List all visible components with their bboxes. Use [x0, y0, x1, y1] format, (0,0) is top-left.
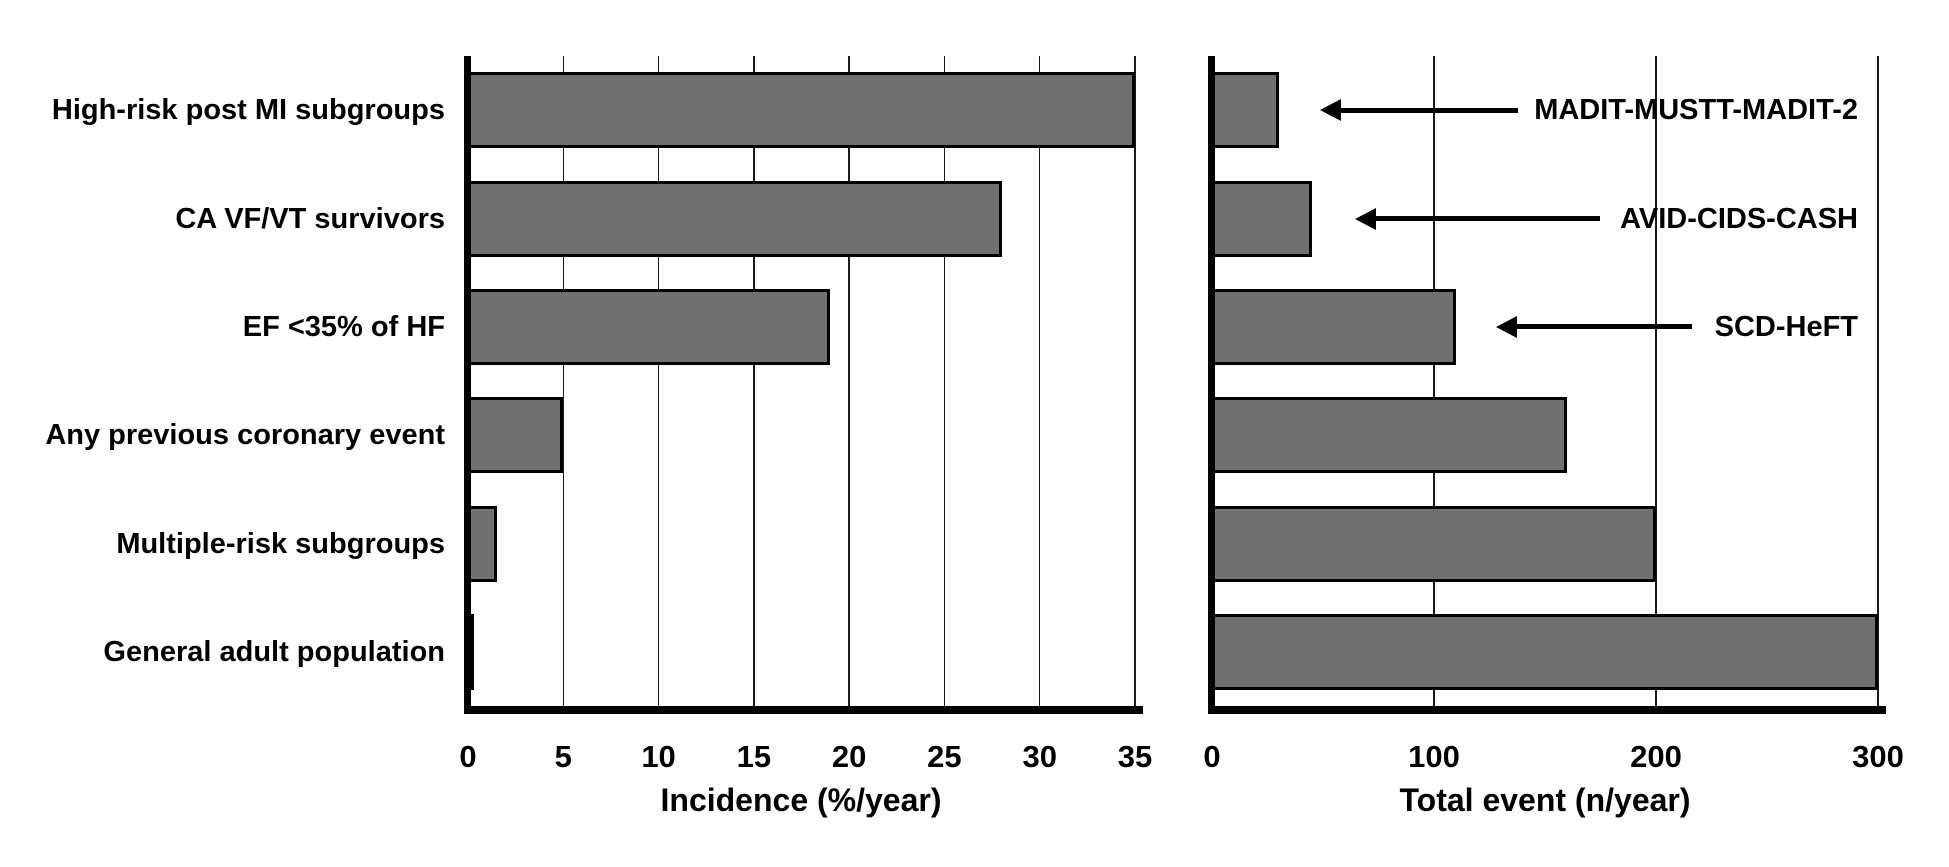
bar — [1212, 613, 1878, 690]
y-axis — [1208, 56, 1215, 714]
gridline — [562, 56, 565, 706]
arrow-shaft — [1514, 324, 1692, 330]
category-label: Any previous coronary event — [45, 419, 445, 452]
bar — [1212, 72, 1279, 149]
x-axis-title-incidence: Incidence (%/year) — [660, 782, 942, 818]
total-event-chart-plot — [1212, 56, 1879, 706]
tick-label: 35 — [1117, 739, 1153, 774]
gridline — [1134, 56, 1136, 706]
arrow-shaft — [1338, 107, 1518, 113]
incidence-chart-plot — [468, 56, 1136, 706]
gridline — [1877, 56, 1879, 706]
category-label: CA VF/VT survivors — [175, 202, 445, 235]
gridline — [1038, 56, 1041, 706]
gridline — [657, 56, 660, 706]
bar — [1212, 180, 1312, 257]
left-arrow-icon — [1496, 315, 1517, 338]
tick-label: 100 — [1408, 739, 1460, 774]
bar — [1212, 505, 1656, 582]
tick-label: 0 — [1203, 739, 1221, 774]
left-arrow-icon — [1355, 207, 1376, 230]
category-label: High-risk post MI subgroups — [51, 94, 445, 127]
gridline — [1655, 56, 1657, 706]
gridline — [753, 56, 755, 706]
bar — [468, 72, 1135, 149]
tick-label: 10 — [641, 739, 676, 774]
category-label: EF <35% of HF — [242, 310, 445, 343]
x-axis-title-total-event: Total event (n/year) — [1399, 782, 1691, 818]
tick-label: 15 — [736, 739, 772, 774]
x-axis — [464, 706, 1143, 714]
category-label: General adult population — [103, 635, 445, 668]
gridline — [1433, 56, 1435, 706]
x-axis — [1208, 706, 1886, 714]
bar — [468, 505, 497, 582]
left-arrow-icon — [1320, 99, 1341, 122]
annotation-label: MADIT-MUSTT-MADIT-2 — [1534, 94, 1858, 127]
annotation-label: AVID-CIDS-CASH — [1620, 202, 1858, 235]
gridline — [848, 56, 850, 706]
bar — [468, 180, 1002, 257]
bar — [468, 288, 831, 365]
bar — [468, 397, 564, 474]
tick-label: 20 — [831, 739, 867, 774]
tick-label: 5 — [554, 739, 572, 774]
bar — [1212, 397, 1568, 474]
tick-label: 300 — [1852, 739, 1904, 774]
tick-label: 200 — [1630, 739, 1682, 774]
category-label: Multiple-risk subgroups — [116, 527, 445, 560]
gridline — [943, 56, 946, 706]
tick-label: 30 — [1022, 739, 1057, 774]
bar — [1212, 288, 1457, 365]
y-axis — [464, 56, 471, 714]
tick-label: 0 — [459, 739, 477, 774]
tick-label: 25 — [927, 739, 962, 774]
arrow-shaft — [1373, 216, 1600, 221]
annotation-label: SCD-HeFT — [1714, 310, 1858, 343]
